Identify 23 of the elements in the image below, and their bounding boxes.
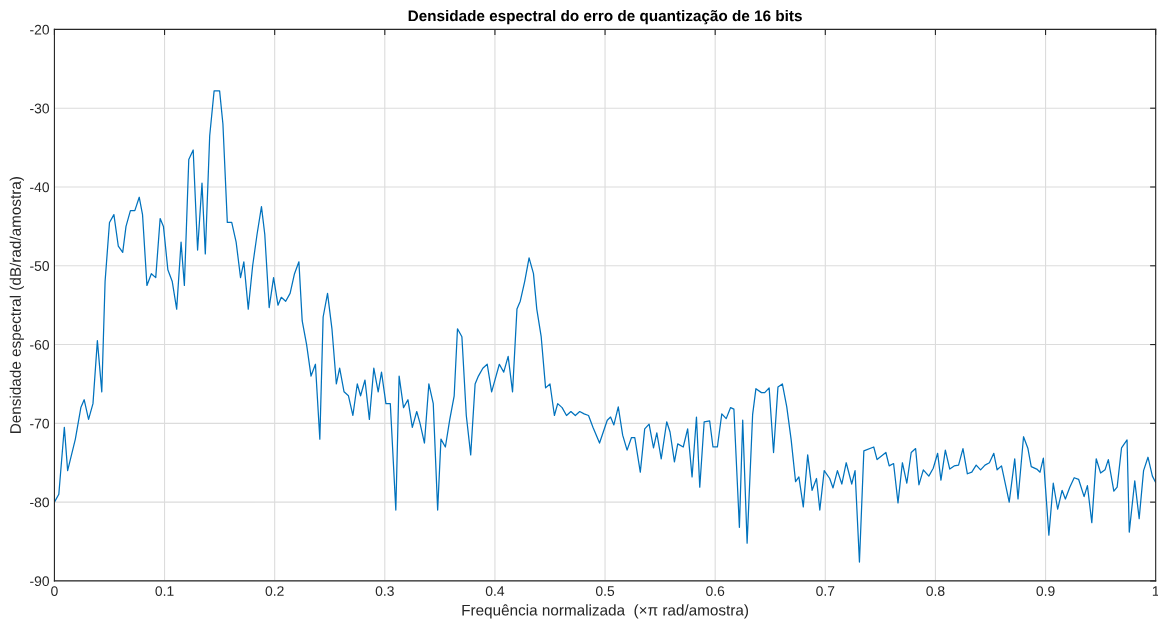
y-tick-label: -90 [30, 576, 50, 587]
x-tick-label: 0.1 [155, 586, 174, 596]
y-tick-label: -20 [30, 24, 50, 35]
x-tick-label: 0.2 [265, 586, 284, 596]
line-series [54, 90, 1156, 563]
y-tick-label: -50 [30, 261, 50, 271]
x-tick-label: 0.8 [926, 586, 945, 596]
chart-title: Densidade espectral do erro de quantização de 16 bits [408, 10, 802, 25]
x-tick-label: 0 [51, 586, 58, 596]
x-tick-label: 0.4 [485, 586, 505, 596]
y-tick-label: -70 [30, 418, 50, 429]
x-tick-label: 0.9 [1036, 586, 1055, 596]
x-tick-label: 0.7 [816, 586, 835, 596]
y-axis-title: Densidade espectral (dB/rad/amostra) [9, 177, 24, 433]
x-tick-label: 1 [1152, 586, 1158, 596]
x-axis-title: Frequência normalizada (×π rad/amostra) [462, 604, 749, 619]
x-tick-label: 0.3 [375, 586, 394, 596]
x-tick-label: 0.6 [706, 586, 725, 596]
y-tick-label: -30 [30, 103, 50, 114]
x-tick-label: 0.5 [595, 586, 615, 596]
y-tick-label: -80 [30, 497, 50, 508]
y-tick-label: -60 [30, 339, 50, 350]
y-tick-label: -40 [30, 182, 50, 193]
